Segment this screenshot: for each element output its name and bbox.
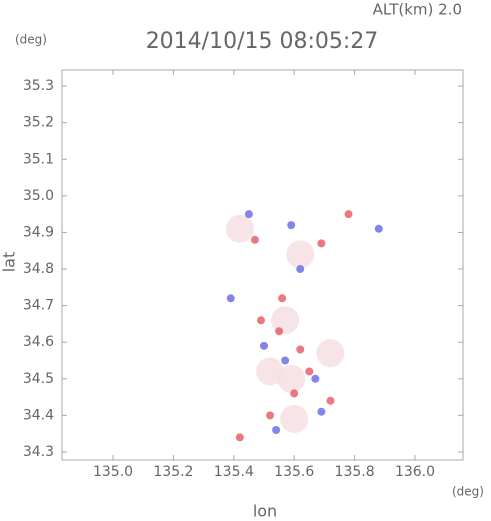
plot-frame <box>61 69 464 461</box>
x-tick-label: 136.0 <box>395 464 435 480</box>
y-tick-label: 34.7 <box>23 298 54 314</box>
y-tick-label: 35.3 <box>23 78 54 94</box>
echo-point <box>260 341 269 350</box>
echo-point <box>317 239 326 248</box>
echo-point <box>374 224 383 233</box>
x-tick-label: 135.8 <box>335 464 375 480</box>
echo-point <box>316 339 345 368</box>
echo-point <box>225 214 254 243</box>
echo-point <box>281 356 290 365</box>
echo-point <box>256 357 285 386</box>
echo-point <box>305 367 314 376</box>
x-tick-label: 135.2 <box>153 464 193 480</box>
y-tick-label: 35.2 <box>23 115 54 131</box>
echo-point <box>277 364 306 393</box>
y-tick-label: 34.9 <box>23 224 54 240</box>
echo-point <box>311 374 320 383</box>
echo-point <box>344 210 353 219</box>
y-tick-label: 34.4 <box>23 407 54 423</box>
y-tick-label: 35.1 <box>23 151 54 167</box>
y-axis-label: lat <box>0 252 19 273</box>
echo-point <box>280 405 309 434</box>
echo-point <box>296 345 305 354</box>
echo-point <box>266 411 275 420</box>
x-tick-label: 135.0 <box>93 464 133 480</box>
echo-point <box>275 327 284 336</box>
echo-point <box>244 210 253 219</box>
y-tick-label: 34.8 <box>23 261 54 277</box>
x-tick-label: 135.4 <box>214 464 254 480</box>
echo-point <box>272 426 281 434</box>
echo-point <box>317 407 326 416</box>
chart-title: 2014/10/15 08:05:27 <box>146 29 379 54</box>
y-unit: (deg) <box>15 33 47 47</box>
x-tick-label: 135.6 <box>274 464 314 480</box>
y-tick-label: 34.5 <box>23 371 54 387</box>
y-tick-label: 34.6 <box>23 334 54 350</box>
x-unit: (deg) <box>452 485 484 499</box>
echo-point <box>226 294 235 303</box>
y-tick-label: 35.0 <box>23 188 54 204</box>
x-axis-label: lon <box>253 502 277 521</box>
echo-point <box>290 389 299 398</box>
echo-point <box>235 433 244 442</box>
echo-point <box>256 316 265 325</box>
echo-point <box>286 240 315 269</box>
echo-point <box>278 294 287 303</box>
echo-point <box>250 235 259 244</box>
y-tick-label: 34.3 <box>23 444 54 460</box>
echo-point <box>271 306 300 335</box>
echo-point <box>326 396 335 405</box>
echo-point <box>287 221 296 230</box>
echo-point <box>296 265 305 274</box>
altitude-label: ALT(km) 2.0 <box>373 1 462 19</box>
